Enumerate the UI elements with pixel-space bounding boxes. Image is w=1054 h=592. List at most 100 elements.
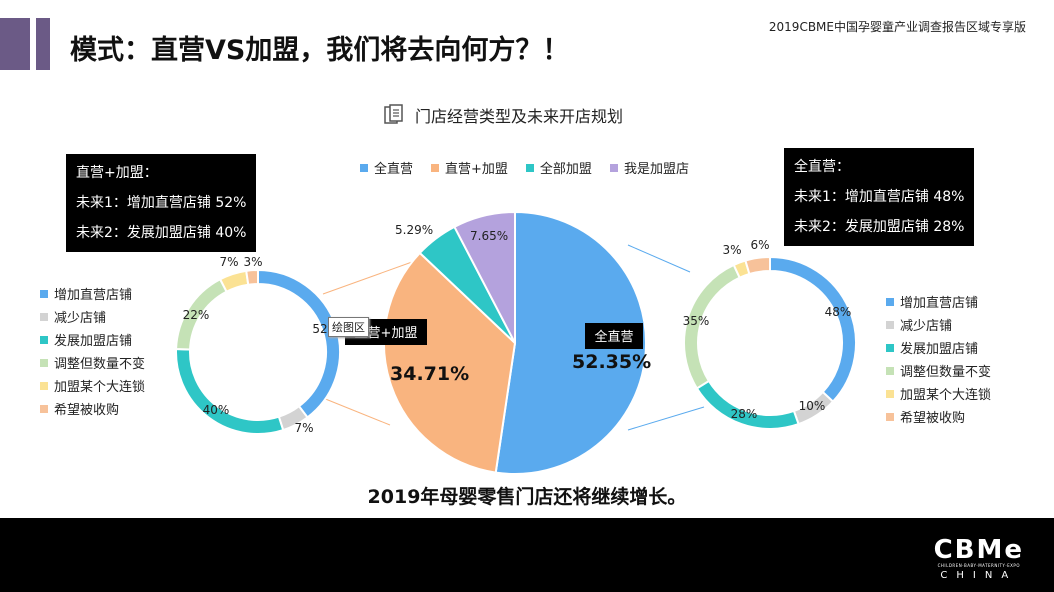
left-donut-segment [245, 268, 259, 286]
cbme-logo: CBMe CHILDREN·BABY·MATERNITY·EXPO CHINA [934, 535, 1024, 581]
donut-legend-item: 调整但数量不变 [40, 351, 145, 374]
legend-label: 加盟某个大连锁 [900, 388, 992, 403]
chart-canvas: 52 7% 40% 22% 7% 3% 全直营 52.35% 直营+加盟 34.71% 5.29%… [175, 210, 857, 475]
main-legend: 全直营 直营+加盟 全部加盟 我是加盟店 [360, 158, 689, 177]
left-callout: 直营+加盟： 未来1：增加直营店铺 52% 未来2：发展加盟店铺 40% [66, 154, 257, 252]
right-callout-line2: 未来2：发展加盟店铺 28% [794, 219, 965, 235]
connector-lines [322, 244, 705, 431]
legend-swatch [40, 358, 48, 367]
legend-swatch [886, 320, 894, 329]
legend-label: 希望被收购 [900, 411, 966, 426]
legend-swatch [886, 297, 894, 306]
chart-title-text: 门店经营类型及未来开店规划 [415, 107, 624, 126]
main-legend-item: 全直营 [360, 158, 413, 177]
legend-label: 增加直营店铺 [54, 288, 133, 303]
left-donut-legend: 增加直营店铺 减少店铺发展加盟店铺 调整但数量不变 加盟某个大连锁 希望被收购 [40, 282, 145, 420]
donut-legend-item: 发展加盟店铺 [40, 328, 145, 351]
right-donut-value-label: 35% [683, 314, 710, 328]
left-donut-value-label: 52 [312, 322, 327, 336]
main-pie-value-label: 5.29% [395, 223, 433, 237]
legend-label: 我是加盟店 [623, 162, 689, 177]
connector-line [627, 244, 691, 273]
page-title: 模式：直营VS加盟，我们将去向何方？！ [70, 35, 570, 66]
left-callout-line2: 未来2：发展加盟店铺 40% [76, 225, 247, 241]
legend-swatch [40, 335, 48, 344]
legend-label: 全部加盟 [539, 162, 592, 177]
right-donut-value-label: 3% [722, 243, 741, 257]
legend-label: 调整但数量不变 [54, 357, 146, 372]
main-pie-value-label: 7.65% [470, 229, 508, 243]
left-callout-title: 直营+加盟： [76, 165, 158, 181]
right-donut-chart: 48% 10% 28% 35% 3% 6% [683, 238, 857, 430]
legend-label: 减少店铺 [900, 319, 953, 334]
main-legend-item: 全部加盟 [525, 158, 592, 177]
donut-legend-item: 希望被收购 [886, 405, 991, 428]
legend-swatch [525, 163, 534, 172]
report-label: 2019CBME中国孕婴童产业调查报告区域专享版 [768, 20, 1026, 34]
legend-swatch [40, 404, 48, 413]
left-donut-value-label: 7% [219, 255, 238, 269]
legend-swatch [886, 343, 894, 352]
left-donut-chart: 52 7% 40% 22% 7% 3% [175, 255, 341, 435]
right-donut-segment [695, 379, 800, 430]
left-donut-value-label: 3% [243, 255, 262, 269]
main-legend-item: 我是加盟店 [609, 158, 689, 177]
left-donut-segment [175, 348, 285, 435]
right-callout-title: 全直营： [794, 159, 850, 175]
left-donut-segment [218, 269, 250, 294]
right-donut-value-label: 48% [825, 305, 852, 319]
donut-legend-item: 加盟某个大连锁 [40, 374, 145, 397]
donut-legend-item: 增加直营店铺 [886, 290, 991, 313]
legend-label: 加盟某个大连锁 [54, 380, 146, 395]
donut-legend-item: 减少店铺 [886, 313, 991, 336]
legend-swatch [431, 163, 440, 172]
main-legend-item: 直营+加盟 [431, 158, 508, 177]
donut-legend-item: 减少店铺 [40, 305, 145, 328]
left-donut-value-label: 40% [203, 403, 230, 417]
donut-legend-item: 增加直营店铺 [40, 282, 145, 305]
legend-swatch [886, 366, 894, 375]
legend-label: 全直营 [374, 162, 414, 177]
legend-label: 调整但数量不变 [900, 365, 992, 380]
logo-china: CHINA [940, 570, 1018, 581]
right-donut-value-label: 28% [731, 407, 758, 421]
chart-title: 门店经营类型及未来开店规划 [383, 103, 623, 127]
legend-swatch [609, 163, 618, 172]
main-pie-value-label: 34.71% [390, 363, 469, 385]
plot-area-tooltip: 绘图区 [328, 317, 369, 337]
legend-label: 希望被收购 [54, 403, 120, 418]
legend-swatch [40, 289, 48, 298]
connector-line [322, 397, 391, 426]
logo-sub: CHILDREN·BABY·MATERNITY·EXPO [937, 563, 1020, 568]
legend-swatch [40, 312, 48, 321]
legend-label: 直营+加盟 [445, 162, 508, 177]
legend-label: 发展加盟店铺 [54, 334, 133, 349]
main-pie-slice [453, 210, 516, 344]
main-pie-slice [383, 251, 517, 474]
main-pie-slice [494, 210, 647, 475]
left-donut-value-label: 22% [183, 308, 210, 322]
legend-swatch [886, 412, 894, 421]
right-donut-legend: 增加直营店铺 减少店铺发展加盟店铺调整但数量不变 加盟某个大连锁 希望被收购 [886, 290, 991, 428]
right-donut-segment [769, 255, 857, 403]
accent-bar-secondary [36, 18, 50, 70]
accent-bar [0, 18, 30, 70]
bottom-note: 2019年母婴零售门店还将继续增长。 [367, 486, 687, 508]
donut-legend-item: 发展加盟店铺 [886, 336, 991, 359]
connector-line [627, 406, 705, 431]
legend-swatch [886, 389, 894, 398]
legend-label: 增加直营店铺 [900, 296, 979, 311]
main-pie-label-box [585, 323, 643, 349]
legend-swatch [40, 381, 48, 390]
donut-legend-item: 加盟某个大连锁 [886, 382, 991, 405]
right-donut-segment [744, 255, 771, 276]
left-donut-value-label: 7% [294, 421, 313, 435]
document-icon [384, 104, 403, 124]
legend-label: 减少店铺 [54, 311, 107, 326]
main-pie-chart: 全直营 52.35% 直营+加盟 34.71% 5.29% 7.65% [345, 210, 651, 475]
right-donut-value-label: 10% [799, 399, 826, 413]
donut-legend-item: 调整但数量不变 [886, 359, 991, 382]
left-callout-line1: 未来1：增加直营店铺 52% [76, 195, 247, 211]
footer-bar [0, 518, 1054, 592]
logo-main: CBMe [933, 535, 1024, 565]
